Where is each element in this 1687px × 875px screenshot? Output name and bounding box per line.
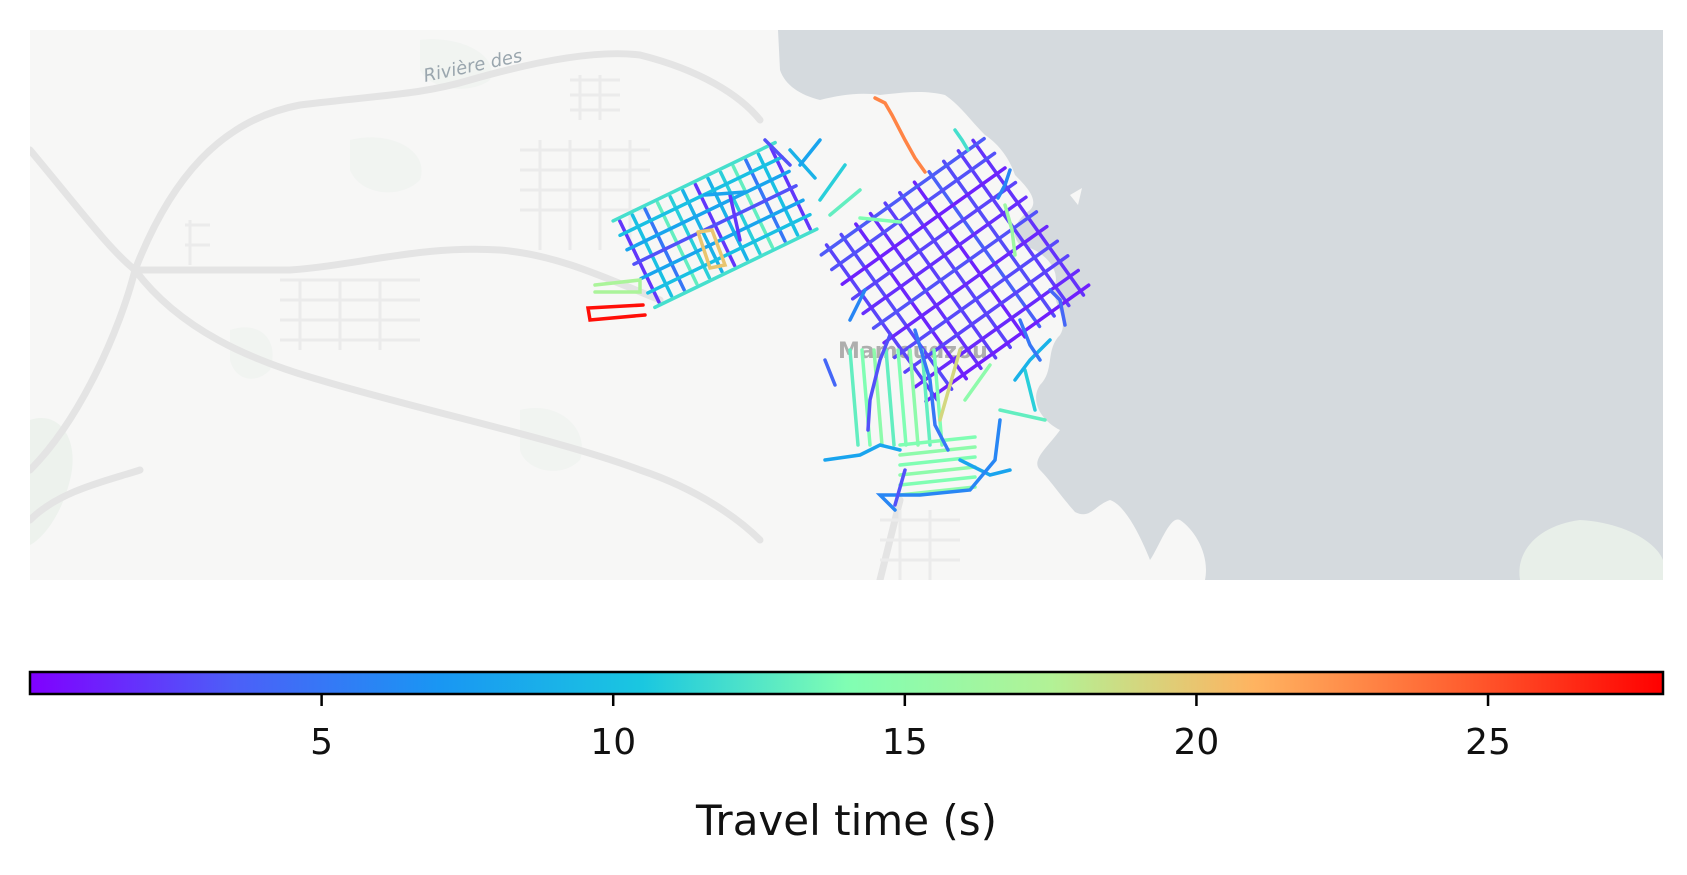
network-edge (653, 227, 819, 310)
network-edge (932, 348, 944, 447)
colorbar: 5 10 15 20 25 Travel time (s) (28, 670, 1665, 845)
network-edge (1013, 338, 1052, 382)
network-edge (1023, 368, 1037, 412)
network-edge (873, 96, 927, 174)
colorbar-tick-label: 5 (310, 722, 333, 763)
network-edge (892, 239, 1060, 360)
network-edge (763, 138, 792, 167)
network-edge (896, 348, 908, 447)
network-edge (850, 180, 1018, 301)
network-edge (866, 333, 892, 432)
network-edge (611, 140, 777, 223)
network-edge (823, 358, 837, 387)
network-edge (893, 468, 907, 507)
network-edge (858, 216, 902, 224)
network-edge (818, 163, 847, 202)
network-edge (848, 288, 867, 322)
network-edge (871, 210, 1039, 330)
network-edge (898, 475, 977, 487)
colorbar-tick-label: 25 (1465, 722, 1511, 763)
network-edge (898, 465, 977, 477)
network-edge (625, 169, 791, 252)
network-edge (639, 198, 805, 281)
network-edge (819, 136, 986, 257)
network-edge (903, 254, 1070, 374)
colorbar-tick-label: 10 (590, 722, 636, 763)
roads (30, 50, 904, 580)
network-edge (828, 188, 862, 217)
network-edge (908, 348, 920, 447)
islet (1070, 188, 1082, 205)
colorbar-tick-label: 15 (882, 722, 928, 763)
network-edge (840, 166, 1007, 286)
minor-roads (185, 75, 960, 580)
network-edge (963, 363, 992, 402)
network-edge (861, 195, 1028, 316)
network-edge (585, 303, 647, 322)
network-edge (920, 348, 932, 447)
network-edge (593, 278, 642, 294)
colorbar-ticks: 5 10 15 20 25 (310, 694, 1511, 763)
network-edge (646, 212, 812, 295)
network-edge (618, 155, 784, 238)
network-edge (898, 445, 977, 457)
network-edge (884, 348, 896, 447)
network-edge (953, 128, 970, 152)
basemap: Rivière des Mamoudzou (30, 30, 1663, 580)
network-edge (848, 348, 860, 447)
road-network-edges (585, 96, 1091, 512)
network-edge (875, 418, 1002, 512)
network-edge (1003, 203, 1017, 257)
network-edge (913, 328, 950, 452)
network-edge (632, 184, 798, 266)
colorbar-label: Travel time (s) (695, 796, 997, 845)
network-edge (830, 151, 997, 272)
colorbar-tick-label: 20 (1174, 722, 1220, 763)
network-edge (823, 443, 902, 462)
network-edge (696, 228, 728, 271)
colorbar-gradient (28, 670, 1665, 696)
network-edge (728, 193, 742, 242)
network-edge (1048, 288, 1067, 327)
network-edge (996, 168, 1012, 200)
network-edge (882, 224, 1049, 345)
network-edge (998, 408, 1047, 422)
network-edge (898, 435, 977, 447)
sea-area (778, 30, 1663, 580)
island (1519, 520, 1663, 580)
network-edge (898, 455, 977, 467)
network-edge (938, 348, 962, 422)
network-edge (958, 458, 1012, 477)
network-edge (703, 190, 747, 197)
network-edge (798, 138, 822, 167)
network-edge (1018, 318, 1042, 362)
network-edge (872, 348, 884, 447)
